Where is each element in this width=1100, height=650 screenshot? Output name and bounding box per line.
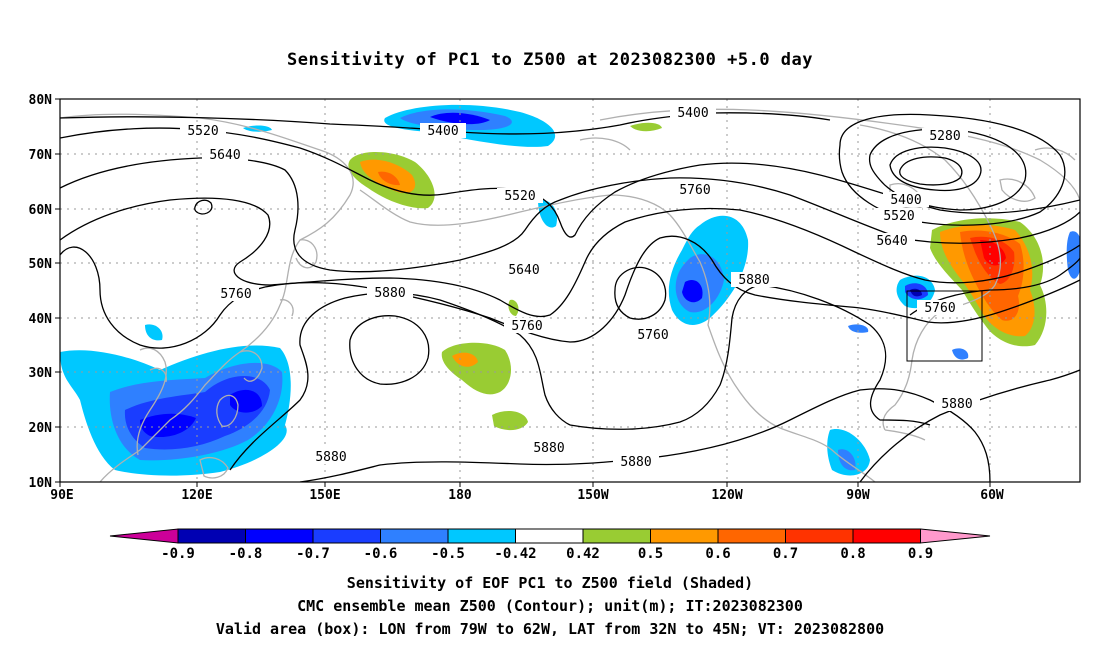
lat-label: 50N — [29, 257, 53, 272]
lon-label: 180 — [448, 488, 472, 503]
map-frame — [59, 98, 1081, 483]
contour-label: 5520 — [504, 189, 535, 204]
colorbar-bin — [785, 528, 854, 544]
colorbar-labels: -0.9 -0.8 -0.7 -0.6 -0.5 -0.42 0.42 0.5 … — [161, 546, 933, 562]
lat-label: 30N — [29, 366, 53, 381]
contour-label: 5880 — [374, 286, 405, 301]
colorbar-label: -0.5 — [431, 546, 465, 562]
axis-ticks — [55, 98, 991, 487]
contour-label: 5520 — [883, 209, 914, 224]
contour-label: 5280 — [929, 129, 960, 144]
lat-label: 80N — [29, 93, 53, 108]
caption-valid-area: Valid area (box): LON from 79W to 62W, L… — [215, 620, 885, 638]
contour-label: 5640 — [209, 148, 240, 163]
colorbar-label: -0.6 — [364, 546, 398, 562]
contour-label: 5640 — [876, 234, 907, 249]
colorbar-label: -0.9 — [161, 546, 195, 562]
longitude-labels: 90E 120E 150E 180 150W 120W 90W 60W — [50, 488, 1004, 503]
contour-label: 5880 — [620, 455, 651, 470]
colorbar-bin — [582, 528, 651, 544]
colorbar-bin — [312, 528, 381, 544]
lon-label: 120E — [181, 488, 212, 503]
contour-label: 5760 — [924, 301, 955, 316]
lon-label: 150W — [577, 488, 608, 503]
lat-label: 70N — [29, 148, 53, 163]
map-plot-area: 5520 5640 5400 5520 5760 5880 5400 5760 … — [60, 99, 1080, 482]
colorbar-bin — [245, 528, 314, 544]
latitude-labels: 80N 70N 60N 50N 40N 30N 20N 10N — [29, 93, 53, 491]
colorbar-bin — [447, 528, 516, 544]
colorbar-bin — [177, 528, 246, 544]
contour-labels: 5520 5640 5400 5520 5760 5880 5400 5760 … — [180, 105, 980, 470]
contour-label: 5640 — [508, 263, 539, 278]
contour-label: 5880 — [941, 397, 972, 412]
contour-label: 5400 — [427, 124, 458, 139]
colorbar-low-triangle — [109, 528, 179, 544]
colorbar-bin — [852, 528, 921, 544]
lat-label: 10N — [29, 476, 53, 491]
contour-label: 5400 — [890, 193, 921, 208]
colorbar-label: 0.5 — [638, 546, 663, 562]
valid-area-box — [906, 290, 983, 362]
contour-label: 5760 — [511, 319, 542, 334]
lat-label: 40N — [29, 312, 53, 327]
lon-label: 120W — [711, 488, 742, 503]
contour-label: 5880 — [533, 441, 564, 456]
colorbar-label: 0.7 — [773, 546, 798, 562]
colorbar-high-triangle — [920, 528, 991, 544]
colorbar-bin — [515, 528, 584, 544]
contour-label: 5760 — [637, 328, 668, 343]
colorbar-label: 0.9 — [908, 546, 933, 562]
lat-label: 60N — [29, 203, 53, 218]
map-figure: 5520 5640 5400 5520 5760 5880 5400 5760 … — [29, 93, 1081, 562]
colorbar-label: 0.8 — [840, 546, 865, 562]
colorbar — [109, 528, 991, 544]
lon-label: 150E — [309, 488, 340, 503]
colorbar-bin — [650, 528, 719, 544]
colorbar-label: -0.7 — [296, 546, 330, 562]
contour-label: 5760 — [220, 287, 251, 302]
contour-label: 5760 — [679, 183, 710, 198]
colorbar-label: 0.6 — [705, 546, 730, 562]
colorbar-label: -0.8 — [229, 546, 263, 562]
lat-label: 20N — [29, 421, 53, 436]
caption-shading: Sensitivity of EOF PC1 to Z500 field (Sh… — [346, 574, 754, 592]
chart-title: Sensitivity of PC1 to Z500 at 2023082300… — [286, 50, 813, 70]
contour-label: 5880 — [738, 273, 769, 288]
lon-label: 60W — [980, 488, 1004, 503]
colorbar-label: 0.42 — [566, 546, 600, 562]
colorbar-bin — [380, 528, 449, 544]
contour-label: 5400 — [677, 106, 708, 121]
caption-contour: CMC ensemble mean Z500 (Contour); unit(m… — [297, 597, 803, 615]
lon-label: 90E — [50, 488, 73, 503]
contour-label: 5520 — [187, 124, 218, 139]
contour-label: 5880 — [315, 450, 346, 465]
colorbar-bin — [717, 528, 786, 544]
lon-label: 90W — [846, 488, 870, 503]
colorbar-label: -0.42 — [494, 546, 536, 562]
